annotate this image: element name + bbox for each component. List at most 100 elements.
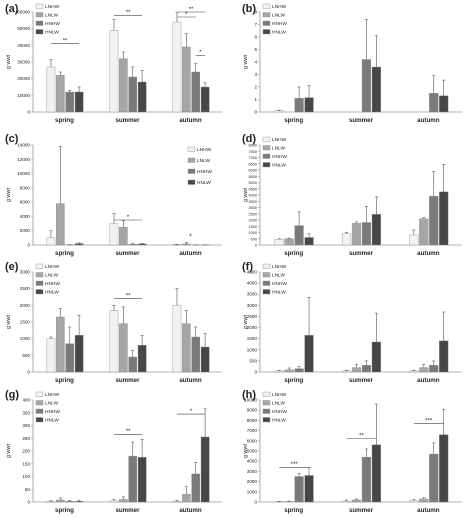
chart-panel: (f) 0 500 1000 1500 2000 2500 3000 3500 4000 4500 g… [242,261,462,384]
x-tick-label: spring [284,507,303,514]
legend-swatch-lnlw [262,12,271,18]
bar-lnlw [119,58,128,113]
x-tick-label: autumn [417,250,440,257]
legend-swatch-lnlw [262,145,271,151]
y-tick-label: 5000 [247,449,258,454]
bar-hnhw [128,356,138,373]
y-tick-label: 50000 [17,26,30,31]
panel-label: (e) [5,261,19,273]
bar-lnlw [419,218,429,246]
y-tick-label: 350 [22,410,30,415]
legend-swatch-hnlw [262,162,271,168]
y-tick-label: 14000 [17,143,30,148]
significance-label: *** [425,418,433,424]
bar-lnhw [109,30,119,113]
x-tick-label: summer [349,117,374,124]
x-tick-label: spring [284,250,303,257]
significance-label: ** [189,7,194,13]
legend-label: HNLW [272,290,286,296]
y-tick-label: 4500 [249,187,257,191]
x-tick-label: summer [349,507,374,514]
y-tick-label: 6 [254,35,257,40]
bar-lnlw [284,501,294,503]
bar-hnhw [361,222,372,246]
legend-label: HNHW [272,409,287,415]
chart-panel: (d) 0 500 1000 1500 2000 2500 3000 3500 4000 4500 5… [242,133,462,257]
x-tick-label: spring [55,377,74,384]
bar-hnlw [304,475,314,503]
y-tick-label: 2500 [247,314,258,319]
x-tick-label: spring [55,507,74,514]
y-tick-label: 8000 [247,418,258,423]
legend-swatch-hnlw [262,29,271,35]
legend-swatch-lnlw [262,272,271,278]
y-tick-label: 4500 [247,270,258,275]
bar-hnhw [128,76,138,113]
bar-lnhw [109,310,119,373]
y-tick-label: 250 [22,436,30,441]
y-tick-label: 1 [254,97,257,102]
bar-lnhw [341,233,352,246]
y-tick-label: 6000 [247,438,258,443]
legend-label: LNHW [45,264,60,270]
bar-lnhw [409,370,419,373]
y-tick-label: 3000 [20,270,31,275]
x-tick-label: autumn [179,507,202,514]
x-tick-label: summer [115,117,140,124]
legend-label: HNLW [197,180,211,186]
y-tick-label: 4000 [247,281,258,286]
legend-label: HNLW [45,418,59,424]
bar-hnhw [65,501,75,503]
legend-label: LNHW [45,392,60,398]
bar-lnlw [119,323,128,373]
bar-lnlw [56,75,65,113]
bar-hnlw [304,97,314,113]
legend-label: LNHW [272,392,287,398]
bar-lnlw [56,499,65,503]
significance-label: ** [126,429,131,435]
bar-lnhw [46,237,56,246]
legend-swatch-lnhw [262,136,271,142]
y-tick-label: 0 [255,244,257,248]
legend-label: LNHW [272,4,287,10]
legend-swatch-hnhw [262,153,271,159]
y-tick-label: 50 [25,487,31,492]
significance-label: * [190,409,193,415]
legend-label: HNLW [272,163,286,169]
x-tick-label: spring [284,117,303,124]
legend-label: LNLW [197,158,210,164]
y-tick-label: 2500 [249,212,257,216]
significance-label: * [127,215,130,221]
chart-panel: (h) 0 1000 2000 3000 4000 5000 6000 7000 8000 9000… [242,389,462,514]
bar-hnlw [137,81,147,113]
bar-lnlw [419,498,429,503]
bar-lnlw [119,226,128,246]
panel-label: (c) [5,133,19,145]
y-axis-label: g wwt [243,444,249,459]
y-tick-label: 2000 [20,303,31,308]
y-tick-label: 40000 [17,43,30,48]
x-tick-label: autumn [417,377,440,384]
legend-label: LNHW [272,137,287,143]
legend-label: HNHW [272,21,287,27]
y-axis-label: g wwt [243,55,249,70]
legend-swatch-hnlw [262,417,271,423]
y-tick-label: 1500 [247,336,258,341]
legend-label: HNLW [272,30,286,36]
bar-hnlw [137,457,147,503]
legend-swatch-hnhw [35,20,44,26]
y-tick-label: 1000 [20,336,31,341]
bar-hnhw [191,473,201,503]
bar-hnlw [200,436,210,503]
y-tick-label: 0 [254,370,257,375]
chart-panel: (e) 0 500 1000 1500 2000 2500 3000 g wwt spring su… [5,261,222,384]
legend-swatch-hnlw [35,289,44,295]
bar-hnhw [429,453,439,503]
y-tick-label: 7500 [249,150,257,154]
legend-label: LNLW [272,146,285,152]
legend-label: HNHW [272,281,287,287]
bar-lnlw [182,323,191,373]
legend-label: LNHW [45,4,60,10]
bar-lnhw [409,500,419,503]
panel-label: (h) [242,389,256,401]
